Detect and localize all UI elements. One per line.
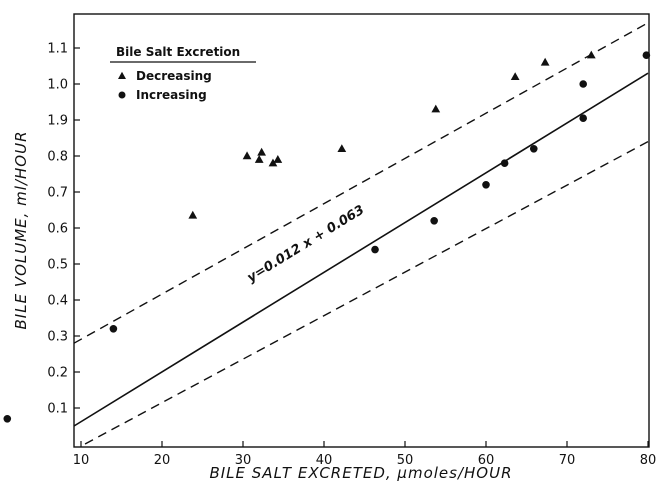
circle-point [500, 159, 509, 167]
circle-point [529, 145, 538, 153]
x-axis-label: BILE SALT EXCRETED, µmoles/HOUR [209, 464, 512, 482]
y-tick-label: 0.1 [47, 402, 68, 417]
y-tick-label: 0.8 [47, 150, 68, 165]
fit-line [73, 72, 649, 427]
plot-area-frame [73, 13, 650, 448]
circle-point [579, 80, 587, 88]
x-tick-label: 80 [640, 453, 657, 468]
x-tick-label: 40 [316, 453, 333, 468]
y-tick-label: 0.4 [47, 294, 68, 309]
triangle-point [118, 71, 126, 79]
upper-confidence-band [73, 22, 649, 344]
triangle-point [242, 151, 252, 160]
x-tick-label: 60 [478, 453, 495, 468]
y-tick-label: 1.0 [47, 78, 68, 93]
circle-point [109, 325, 118, 333]
triangle-point [254, 155, 264, 163]
circle-point [118, 91, 126, 99]
triangle-point [431, 104, 441, 113]
x-axis-ticks: 10 20 30 40 50 60 70 80 [73, 441, 657, 468]
confidence-bands [73, 22, 649, 445]
lower-confidence-band [84, 140, 649, 445]
x-tick-label: 70 [559, 453, 576, 468]
y-tick-label: 0.7 [47, 186, 68, 201]
regression-equation: y=0.012 x + 0.063 [245, 203, 367, 286]
triangle-point [510, 72, 520, 81]
triangle-point [586, 50, 596, 59]
x-tick-label: 50 [397, 453, 414, 468]
triangle-point [257, 147, 266, 156]
y-tick-label: 0.2 [47, 366, 68, 381]
triangle-point [268, 158, 278, 167]
y-tick-label: 0.5 [47, 258, 68, 273]
y-tick-label: 0.3 [47, 330, 68, 345]
y-tick-label: 0.6 [47, 222, 68, 237]
legend-entries: Decreasing Increasing [118, 69, 212, 102]
x-tick-label: 10 [73, 453, 90, 468]
circle-point [371, 245, 379, 254]
x-tick-label: 30 [235, 453, 252, 468]
y-tick-label: 1.9 [47, 114, 68, 129]
legend: Bile Salt Excretion Decreasing Increasing [110, 45, 256, 102]
triangle-point [188, 210, 198, 219]
circle-point [430, 217, 438, 225]
regression-line [73, 72, 649, 427]
circle-point [642, 51, 651, 59]
legend-entry-label: Decreasing [136, 69, 212, 83]
circle-point [482, 181, 490, 189]
y-axis-label: BILE VOLUME, ml/HOUR [12, 131, 30, 330]
x-tick-label: 20 [154, 453, 171, 468]
circle-point [3, 415, 12, 423]
triangle-point [540, 57, 550, 66]
circle-point [579, 114, 587, 122]
legend-title: Bile Salt Excretion [116, 45, 240, 59]
triangle-point [273, 155, 283, 163]
y-axis-ticks: 0.1 0.2 0.3 0.4 0.5 0.6 0.7 0.8 1.9 1.0 1.1 [47, 42, 80, 417]
legend-entry-label: Increasing [136, 88, 207, 102]
triangle-point [337, 144, 347, 153]
data-points [3, 50, 651, 423]
y-tick-label: 1.1 [47, 42, 68, 57]
